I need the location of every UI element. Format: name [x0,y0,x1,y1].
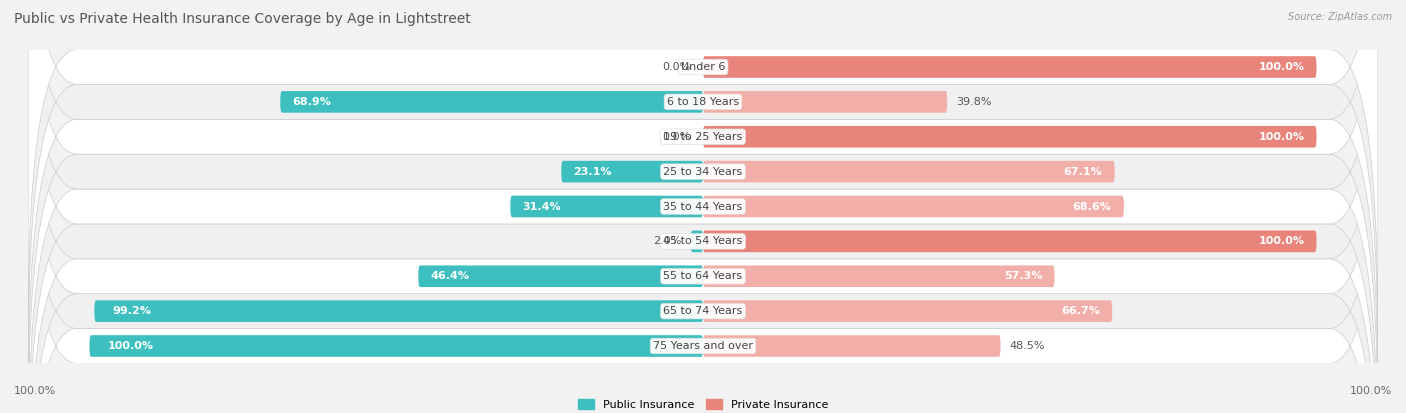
Text: 100.0%: 100.0% [108,341,153,351]
FancyBboxPatch shape [28,0,1378,398]
Text: 100.0%: 100.0% [1258,62,1305,72]
Text: 6 to 18 Years: 6 to 18 Years [666,97,740,107]
Text: 23.1%: 23.1% [574,166,612,177]
FancyBboxPatch shape [28,15,1378,413]
Text: 19 to 25 Years: 19 to 25 Years [664,132,742,142]
FancyBboxPatch shape [703,91,948,113]
Text: 99.2%: 99.2% [112,306,152,316]
FancyBboxPatch shape [510,196,703,217]
FancyBboxPatch shape [28,0,1378,329]
Legend: Public Insurance, Private Insurance: Public Insurance, Private Insurance [574,395,832,413]
FancyBboxPatch shape [28,0,1378,413]
FancyBboxPatch shape [94,300,703,322]
FancyBboxPatch shape [703,230,1316,252]
Text: 0.0%: 0.0% [662,132,690,142]
FancyBboxPatch shape [28,50,1378,413]
FancyBboxPatch shape [28,0,1378,363]
FancyBboxPatch shape [703,126,1316,147]
FancyBboxPatch shape [703,300,1112,322]
Text: 25 to 34 Years: 25 to 34 Years [664,166,742,177]
Text: 39.8%: 39.8% [956,97,991,107]
FancyBboxPatch shape [690,230,703,252]
FancyBboxPatch shape [703,335,1001,357]
Text: 100.0%: 100.0% [1258,132,1305,142]
Text: 2.0%: 2.0% [654,236,682,247]
Text: 46.4%: 46.4% [430,271,470,281]
FancyBboxPatch shape [419,266,703,287]
Text: 35 to 44 Years: 35 to 44 Years [664,202,742,211]
FancyBboxPatch shape [561,161,703,183]
Text: 66.7%: 66.7% [1062,306,1099,316]
Text: Under 6: Under 6 [681,62,725,72]
Text: 68.6%: 68.6% [1073,202,1112,211]
FancyBboxPatch shape [280,91,703,113]
Text: 57.3%: 57.3% [1004,271,1042,281]
Text: 75 Years and over: 75 Years and over [652,341,754,351]
FancyBboxPatch shape [703,266,1054,287]
FancyBboxPatch shape [703,196,1123,217]
FancyBboxPatch shape [703,56,1316,78]
Text: 100.0%: 100.0% [1350,387,1392,396]
FancyBboxPatch shape [703,161,1115,183]
Text: 68.9%: 68.9% [292,97,332,107]
FancyBboxPatch shape [28,84,1378,413]
Text: Public vs Private Health Insurance Coverage by Age in Lightstreet: Public vs Private Health Insurance Cover… [14,12,471,26]
FancyBboxPatch shape [28,0,1378,413]
Text: 31.4%: 31.4% [523,202,561,211]
Text: 65 to 74 Years: 65 to 74 Years [664,306,742,316]
FancyBboxPatch shape [28,0,1378,413]
FancyBboxPatch shape [90,335,703,357]
Text: 0.0%: 0.0% [662,62,690,72]
Text: 45 to 54 Years: 45 to 54 Years [664,236,742,247]
Text: 100.0%: 100.0% [1258,236,1305,247]
Text: 67.1%: 67.1% [1064,166,1102,177]
Text: 55 to 64 Years: 55 to 64 Years [664,271,742,281]
Text: 48.5%: 48.5% [1010,341,1045,351]
Text: Source: ZipAtlas.com: Source: ZipAtlas.com [1288,12,1392,22]
Text: 100.0%: 100.0% [14,387,56,396]
